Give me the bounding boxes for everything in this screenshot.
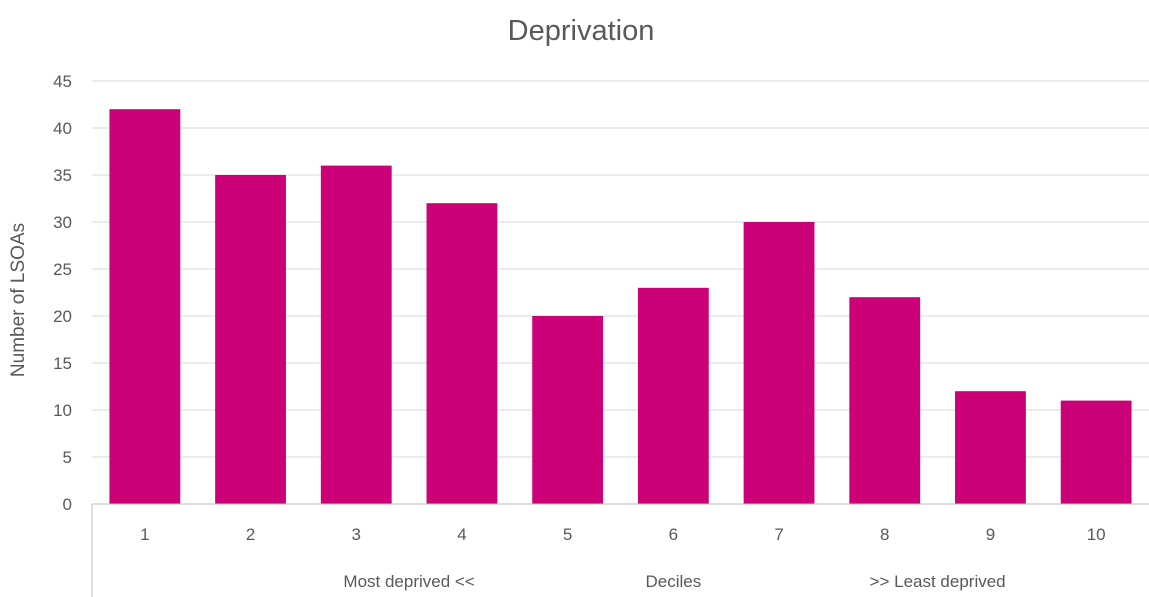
x-tick-label: 1 [140,525,149,544]
x-tick-label: 8 [880,525,889,544]
x-tick-label: 7 [774,525,783,544]
bars [109,109,1132,504]
y-axis-label: Number of LSOAs [8,223,29,377]
y-tick-label: 5 [63,448,72,467]
y-tick-label: 30 [53,213,72,232]
x-tick-label: 6 [669,525,678,544]
x-tick-label: 9 [986,525,995,544]
y-tick-label: 10 [53,401,72,420]
bar [637,287,709,504]
x-tick-label: 3 [352,525,361,544]
y-tick-label: 25 [53,260,72,279]
x-tick-label: 5 [563,525,572,544]
bar [109,109,181,504]
chart-title: Deprivation [508,15,655,47]
bar [426,203,498,504]
bar [532,316,604,504]
y-tick-label: 45 [53,72,72,91]
bar [955,391,1026,504]
bar [1060,400,1132,504]
bar [320,165,392,504]
category-group-label: Deciles [645,572,701,591]
y-tick-label: 15 [53,354,72,373]
axes [91,503,1149,597]
bar [215,175,286,504]
x-tick-label: 10 [1087,525,1106,544]
y-tick-label: 35 [53,166,72,185]
y-tick-label: 0 [63,495,72,514]
y-axis-ticks: 0 5 10 15 20 25 30 35 40 45 [53,72,72,514]
x-tick-label: 2 [246,525,255,544]
x-axis-ticks: 1 2 3 4 5 6 7 8 9 10 [140,525,1105,544]
bar [849,297,921,504]
category-group-label: >> Least deprived [870,572,1006,591]
bar [743,222,815,504]
x-tick-label: 4 [457,525,466,544]
category-group-label: Most deprived << [343,572,474,591]
y-tick-label: 20 [53,307,72,326]
category-groups: Most deprived << Deciles >> Least deprived [343,572,1005,591]
y-tick-label: 40 [53,119,72,138]
